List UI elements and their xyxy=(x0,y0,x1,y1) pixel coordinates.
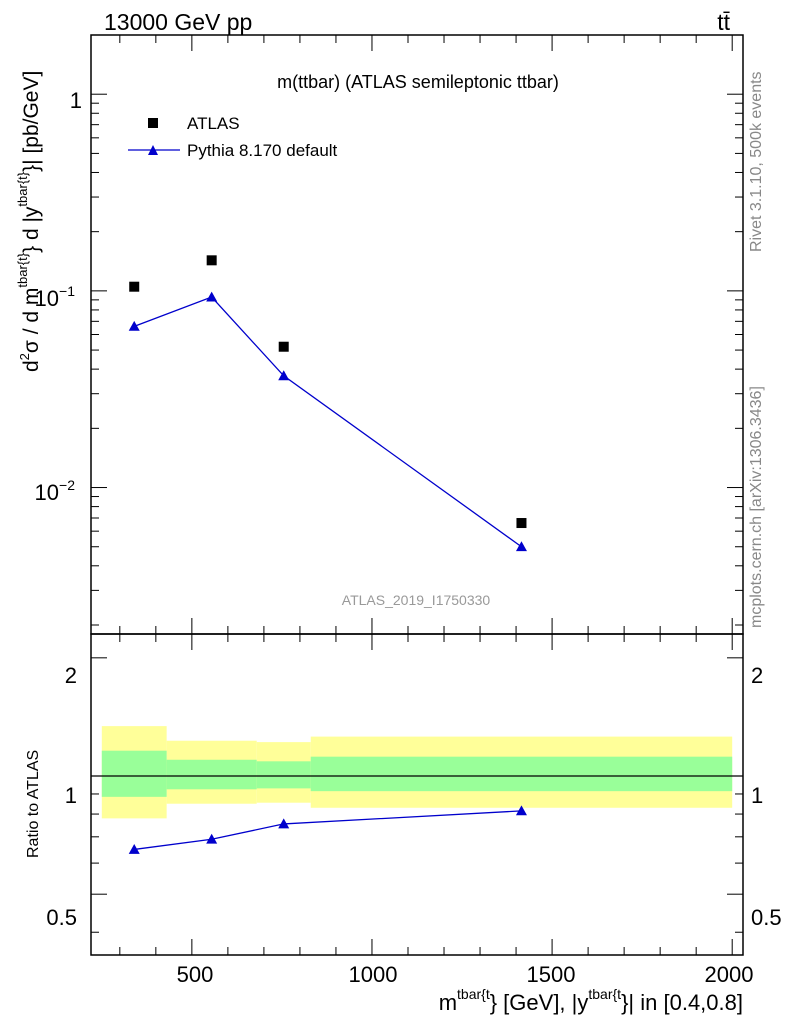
data-point xyxy=(129,281,140,292)
watermark: ATLAS_2019_I1750330 xyxy=(342,592,491,608)
ratio-y-ticks xyxy=(91,657,743,933)
data-markers xyxy=(129,255,527,529)
y-tick-label-1e-1: 10−1 xyxy=(35,283,76,311)
ratio-y-tick-2-left: 2 xyxy=(65,663,77,688)
ratio-x-ticks xyxy=(119,634,733,955)
legend-mc-label: Pythia 8.170 default xyxy=(187,141,338,160)
ratio-y-axis-label: Ratio to ATLAS xyxy=(25,750,42,858)
rivet-label: Rivet 3.1.10, 500k events xyxy=(748,71,765,252)
x-axis-label: mtbar{t} [GeV], |ytbar{t}| in [0.4,0.8] xyxy=(439,986,743,1015)
x-tick-label-1500: 1500 xyxy=(527,962,576,987)
ratio-y-tick-05-left: 0.5 xyxy=(46,905,77,930)
ratio-panel: 2 1 0.5 2 1 0.5 Ratio to ATLAS 500 1000 … xyxy=(25,633,782,1015)
legend-mc-marker xyxy=(148,145,158,155)
mc-point xyxy=(128,320,140,331)
main-panel: 1 10−1 10−2 m(ttbar) (ATLAS semileptonic… xyxy=(15,34,744,635)
process-label: tt̄ xyxy=(717,9,730,35)
x-tick-label-1000: 1000 xyxy=(349,962,398,987)
ratio-series-line xyxy=(134,810,522,851)
legend-data-marker xyxy=(148,118,158,128)
main-title: m(ttbar) (ATLAS semileptonic ttbar) xyxy=(277,72,559,92)
main-y-ticks xyxy=(91,34,743,626)
ratio-y-tick-2-right: 2 xyxy=(751,663,763,688)
data-point xyxy=(206,255,217,266)
data-point xyxy=(516,518,527,529)
ratio-markers xyxy=(128,805,527,854)
ratio-y-tick-1-left: 1 xyxy=(65,783,77,808)
mc-point xyxy=(515,541,527,552)
x-tick-label-500: 500 xyxy=(177,962,214,987)
ratio-y-tick-05-right: 0.5 xyxy=(751,905,782,930)
ratio-point xyxy=(278,818,290,829)
band-inner-bin xyxy=(256,761,311,789)
energy-label: 13000 GeV pp xyxy=(104,9,252,35)
y-tick-label-1: 1 xyxy=(70,88,82,113)
mcplots-label: mcplots.cern.ch [arXiv:1306.3436] xyxy=(748,386,765,628)
band-inner-bin xyxy=(310,756,733,792)
data-point xyxy=(278,341,289,352)
y-tick-label-1e-2: 10−2 xyxy=(35,477,76,505)
x-tick-label-2000: 2000 xyxy=(705,962,754,987)
mc-series-line xyxy=(133,296,522,548)
ratio-point xyxy=(128,843,140,854)
uncertainty-bands xyxy=(101,726,733,819)
main-x-ticks xyxy=(119,35,733,634)
legend: ATLAS Pythia 8.170 default xyxy=(128,114,338,160)
band-inner-bin xyxy=(166,759,257,790)
mc-point xyxy=(206,291,218,302)
ratio-point xyxy=(515,805,527,816)
legend-data-label: ATLAS xyxy=(187,114,240,133)
mc-markers xyxy=(128,291,527,552)
ratio-point xyxy=(206,833,218,844)
ratio-y-tick-1-right: 1 xyxy=(751,783,763,808)
ratio-plot-frame xyxy=(90,633,744,956)
y-axis-label: d2σ / d mtbar{t}} d |ytbar{t}}| [pb/GeV] xyxy=(15,71,43,372)
mc-point xyxy=(278,370,290,381)
band-inner-bin xyxy=(101,750,167,797)
